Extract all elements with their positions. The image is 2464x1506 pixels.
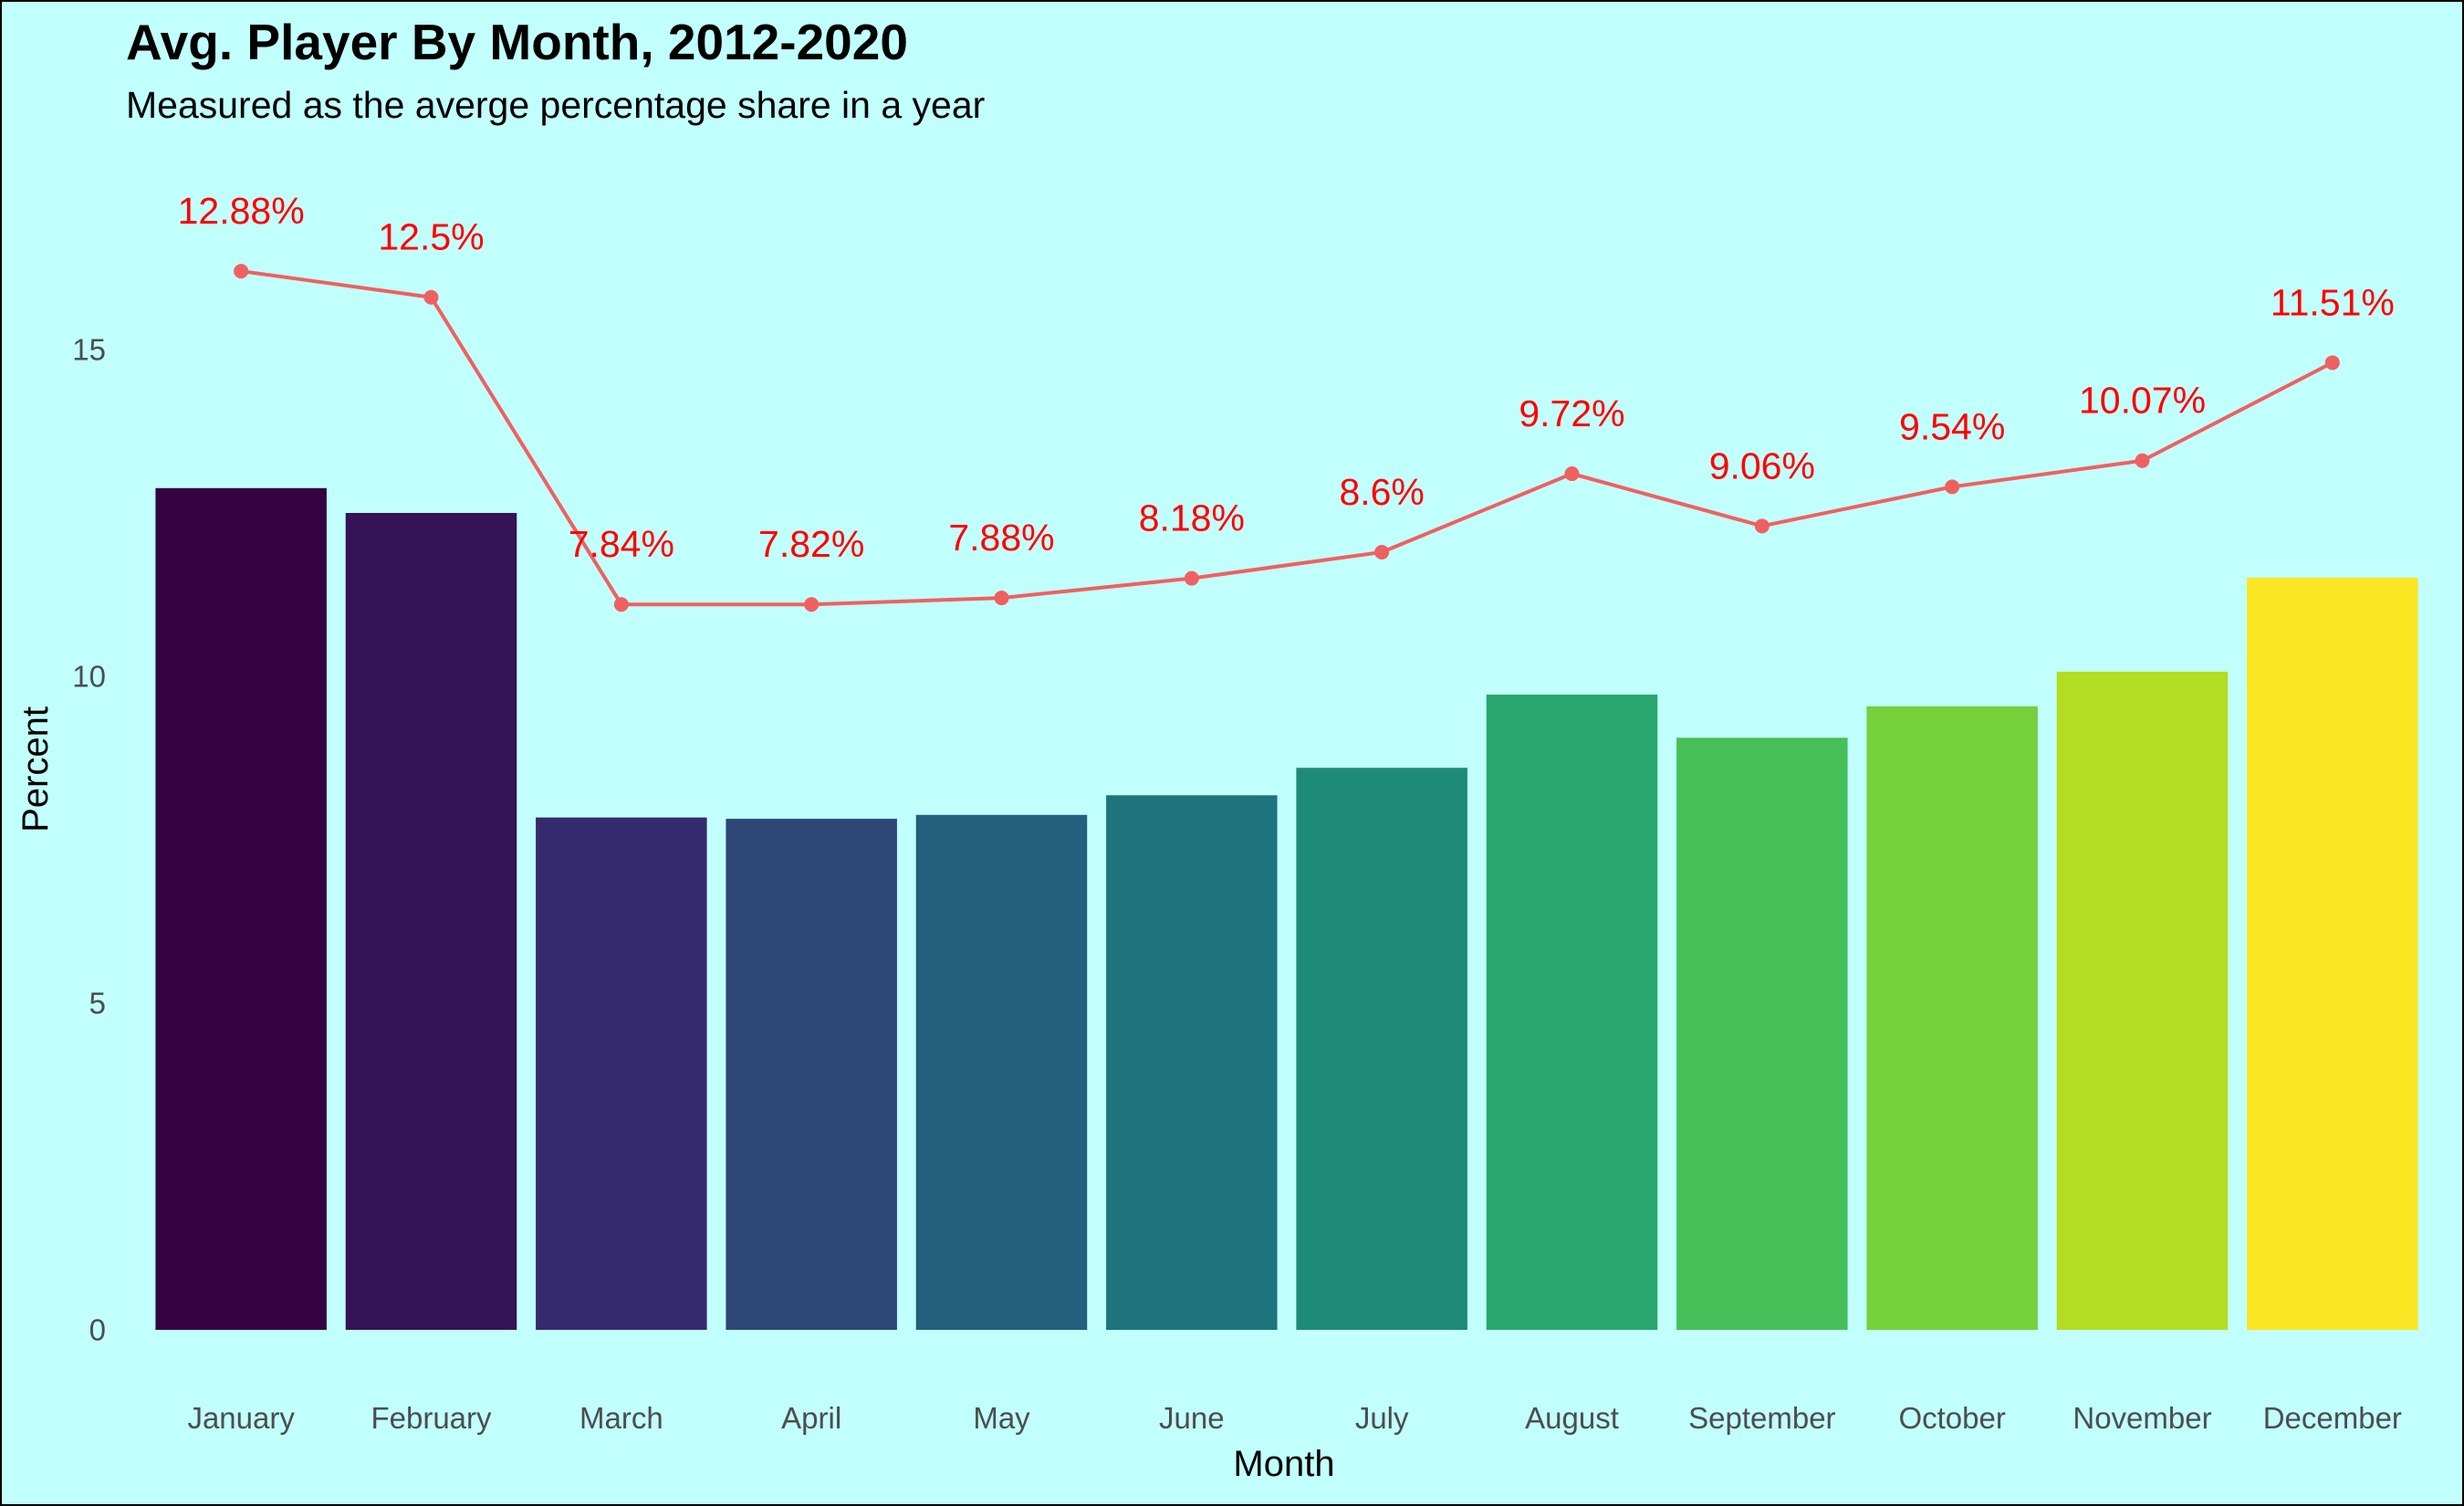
bar-august — [1486, 695, 1658, 1330]
y-axis: 0 5 10 15 — [72, 333, 106, 1347]
x-tick-label-may: May — [973, 1401, 1030, 1435]
data-label-layer: 12.88% 12.5% 7.84% 7.82% 7.88% 8.18% 8.6% 9.72%… — [178, 190, 2395, 565]
point-january — [234, 264, 249, 279]
data-label-january: 12.88% — [178, 190, 305, 232]
data-label-november: 10.07% — [2079, 380, 2206, 422]
data-label-december: 11.51% — [2271, 281, 2395, 323]
data-label-may: 7.88% — [948, 517, 1054, 559]
data-label-april: 7.82% — [758, 523, 864, 565]
point-august — [1564, 466, 1580, 482]
data-label-february: 12.5% — [378, 216, 484, 258]
data-label-october: 9.54% — [1899, 405, 2005, 447]
x-tick-label-july: July — [1355, 1401, 1409, 1435]
chart-title: Avg. Player By Month, 2012-2020 — [126, 14, 908, 70]
y-tick-label: 0 — [89, 1313, 106, 1347]
bar-july — [1296, 768, 1467, 1330]
point-april — [804, 597, 820, 612]
bar-january — [155, 487, 327, 1330]
point-november — [2135, 453, 2150, 468]
point-march — [613, 597, 629, 612]
y-tick-label: 15 — [72, 333, 106, 367]
bar-april — [726, 819, 897, 1330]
point-july — [1374, 544, 1390, 560]
x-axis-title: Month — [1233, 1444, 1334, 1484]
bar-june — [1106, 795, 1278, 1330]
point-october — [1945, 479, 1960, 495]
line-layer — [240, 269, 2333, 607]
x-tick-label-february: February — [371, 1401, 492, 1435]
bar-october — [1866, 706, 2038, 1330]
y-tick-label: 5 — [89, 987, 106, 1020]
bar-february — [345, 513, 517, 1330]
bar-november — [2056, 671, 2229, 1330]
x-tick-label-december: December — [2263, 1401, 2402, 1435]
x-tick-label-november: November — [2072, 1401, 2211, 1435]
point-december — [2324, 355, 2340, 371]
bar-layer — [155, 487, 2418, 1330]
x-tick-label-august: August — [1525, 1401, 1619, 1435]
point-may — [994, 591, 1009, 606]
bar-may — [915, 814, 1088, 1330]
bar-september — [1676, 737, 1848, 1330]
data-label-september: 9.06% — [1709, 444, 1815, 486]
point-layer — [234, 264, 2340, 612]
bar-december — [2247, 577, 2418, 1330]
bar-march — [536, 817, 707, 1330]
data-label-august: 9.72% — [1519, 392, 1624, 434]
x-tick-label-january: January — [187, 1401, 295, 1435]
data-label-march: 7.84% — [569, 523, 674, 565]
x-tick-label-march: March — [579, 1401, 663, 1435]
x-axis: January February March April May June July Augu… — [187, 1401, 2401, 1435]
x-tick-label-june: June — [1159, 1401, 1225, 1435]
x-tick-label-april: April — [781, 1401, 841, 1435]
y-axis-title: Percent — [16, 706, 56, 832]
series-line — [240, 269, 2333, 607]
x-tick-label-september: September — [1688, 1401, 1835, 1435]
chart-subtitle: Measured as the averge percentage share … — [126, 84, 986, 126]
data-label-july: 8.6% — [1339, 471, 1424, 513]
point-june — [1184, 570, 1199, 586]
point-september — [1754, 518, 1770, 534]
y-tick-label: 10 — [72, 660, 106, 694]
point-february — [423, 289, 439, 305]
x-tick-label-october: October — [1898, 1401, 2005, 1435]
data-label-june: 8.18% — [1139, 497, 1245, 539]
